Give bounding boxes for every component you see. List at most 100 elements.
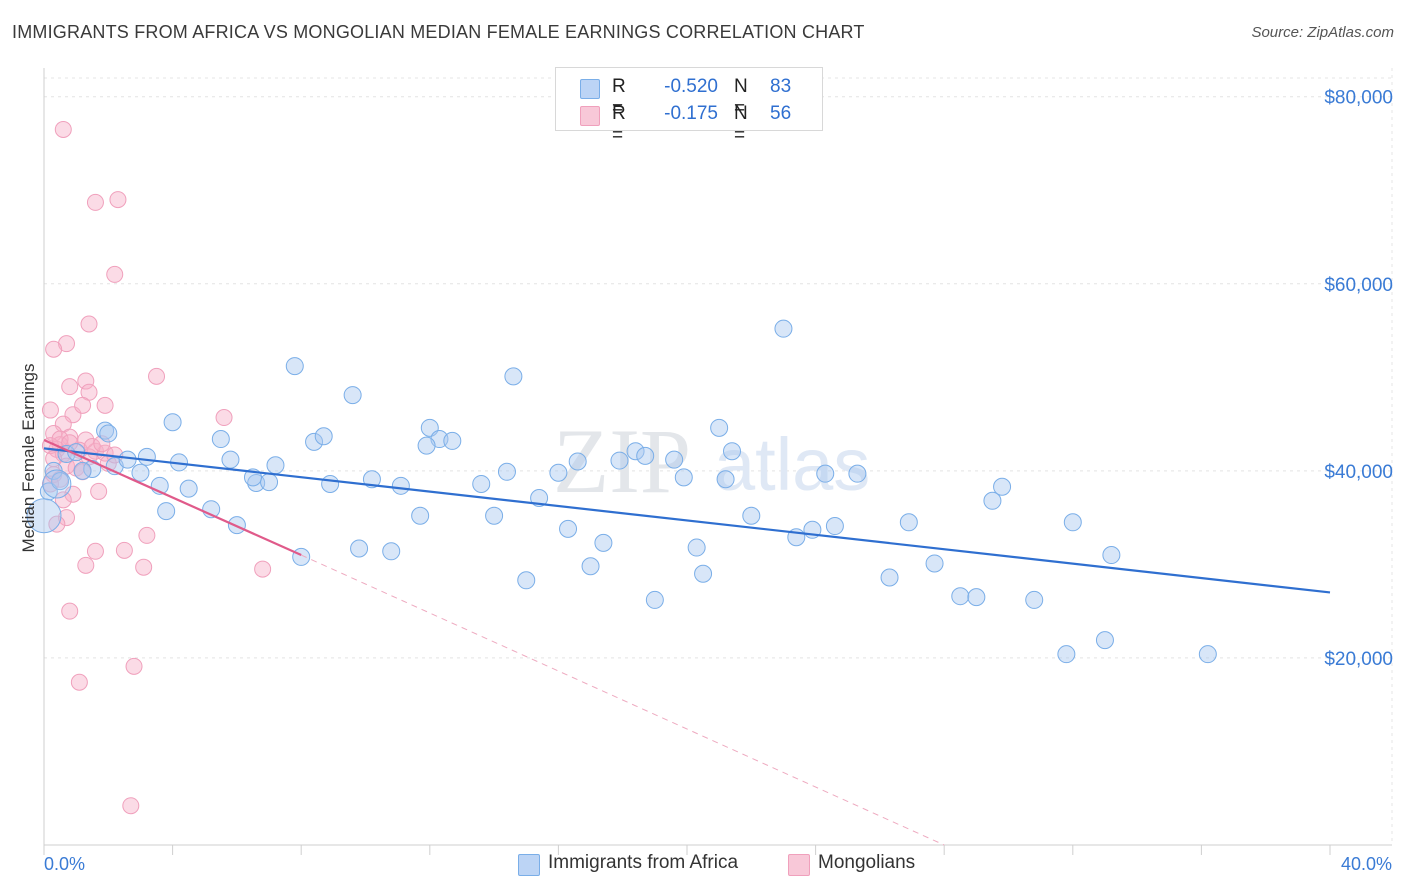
data-point-africa: [610, 451, 629, 470]
data-point-africa: [382, 542, 401, 561]
data-point-africa: [899, 513, 918, 532]
data-point-mongolians: [86, 542, 104, 560]
data-point-africa: [549, 463, 568, 482]
data-point-mongolians: [77, 431, 95, 449]
data-point-mongolians: [61, 602, 79, 620]
legend-n-value-africa: 83: [770, 76, 792, 97]
data-point-africa: [504, 367, 523, 386]
x-tick-label-max: 40.0%: [1341, 854, 1392, 874]
data-point-africa: [260, 473, 279, 492]
legend-swatch-africa: [580, 79, 600, 99]
data-point-africa: [350, 539, 369, 558]
data-point-africa: [687, 538, 706, 557]
data-point-africa: [157, 502, 176, 521]
watermark: ZIP atlas: [553, 410, 870, 512]
correlation-legend: R = -0.520 N = 83 R = -0.175 N = 56: [555, 67, 823, 146]
data-point-africa: [581, 557, 600, 576]
data-point-africa: [131, 463, 150, 482]
bottom-legend-swatch-mongolians: [788, 854, 810, 876]
data-point-mongolians: [106, 265, 124, 283]
legend-r-label: R =: [612, 103, 626, 146]
data-point-africa: [665, 450, 684, 469]
trend-line-mongolians-extension: [300, 554, 945, 846]
data-point-africa: [710, 418, 729, 437]
bottom-legend-swatch-africa: [518, 854, 540, 876]
legend-n-label: N =: [734, 103, 748, 146]
data-point-africa: [716, 470, 735, 489]
data-point-africa: [221, 450, 240, 469]
data-point-africa: [1057, 645, 1076, 664]
data-point-africa: [559, 519, 578, 538]
legend-r-label: R =: [612, 76, 626, 119]
data-point-mongolians: [86, 193, 104, 211]
data-point-africa: [343, 386, 362, 405]
data-point-africa: [163, 413, 182, 432]
data-point-mongolians: [96, 396, 114, 414]
data-point-africa: [645, 590, 664, 609]
data-point-mongolians: [138, 526, 156, 544]
data-point-africa: [1102, 546, 1121, 565]
data-point-africa: [314, 427, 333, 446]
data-point-africa: [247, 474, 266, 493]
data-point-africa: [417, 436, 436, 455]
data-point-mongolians: [45, 340, 63, 358]
data-point-africa: [443, 431, 462, 450]
data-point-africa: [568, 452, 587, 471]
data-point-africa: [42, 469, 72, 499]
data-point-mongolians: [61, 378, 79, 396]
data-point-africa: [266, 456, 285, 475]
legend-r-value-africa: -0.520: [664, 76, 718, 97]
y-tick-label: $80,000: [1324, 88, 1393, 109]
data-point-africa: [723, 442, 742, 461]
y-tick-labels: $20,000 $40,000 $60,000 $80,000: [1324, 88, 1393, 670]
data-point-africa: [362, 470, 381, 489]
data-point-africa: [816, 464, 835, 483]
data-point-mongolians: [41, 401, 59, 419]
y-axis-label: Median Female Earnings: [19, 364, 38, 553]
data-point-africa: [211, 430, 230, 449]
data-point-africa: [179, 479, 198, 498]
data-point-africa: [925, 554, 944, 573]
data-point-africa: [967, 588, 986, 607]
grid-lines: [44, 77, 1392, 659]
bottom-legend-label-africa: Immigrants from Africa: [548, 852, 739, 873]
chart-title: IMMIGRANTS FROM AFRICA VS MONGOLIAN MEDI…: [12, 22, 865, 42]
data-point-mongolians: [77, 556, 95, 574]
data-point-africa: [497, 462, 516, 481]
data-point-africa: [26, 498, 62, 534]
data-point-africa: [1198, 645, 1217, 664]
data-point-africa: [694, 564, 713, 583]
data-point-africa: [983, 491, 1002, 510]
y-tick-label: $60,000: [1324, 275, 1393, 296]
data-point-africa: [674, 468, 693, 487]
data-point-africa: [594, 533, 613, 552]
data-point-africa: [305, 432, 324, 451]
legend-n-value-mongolians: 56: [770, 103, 792, 124]
data-point-africa: [99, 424, 118, 443]
chart-source: Source: ZipAtlas.com: [1251, 24, 1394, 41]
data-point-africa: [848, 464, 867, 483]
data-point-africa: [951, 587, 970, 606]
data-point-africa: [530, 488, 549, 507]
watermark-zip: ZIP: [553, 410, 691, 512]
data-point-africa: [472, 474, 491, 493]
data-point-africa: [1095, 631, 1114, 650]
data-point-mongolians: [148, 367, 166, 385]
data-point-africa: [1063, 513, 1082, 532]
data-point-africa: [321, 474, 340, 493]
data-point-mongolians: [58, 509, 76, 527]
data-point-africa: [485, 506, 504, 525]
trend-lines: [43, 438, 1331, 846]
data-point-africa: [825, 517, 844, 536]
data-point-mongolians: [54, 120, 72, 138]
data-point-africa: [292, 547, 311, 566]
data-point-africa: [880, 568, 899, 587]
data-point-mongolians: [77, 372, 95, 390]
data-point-africa: [285, 357, 304, 376]
data-point-africa: [774, 319, 793, 338]
data-point-africa: [391, 476, 410, 495]
data-point-mongolians: [135, 558, 153, 576]
data-point-africa: [626, 442, 645, 461]
data-point-africa: [118, 450, 137, 469]
data-point-africa: [993, 477, 1012, 496]
